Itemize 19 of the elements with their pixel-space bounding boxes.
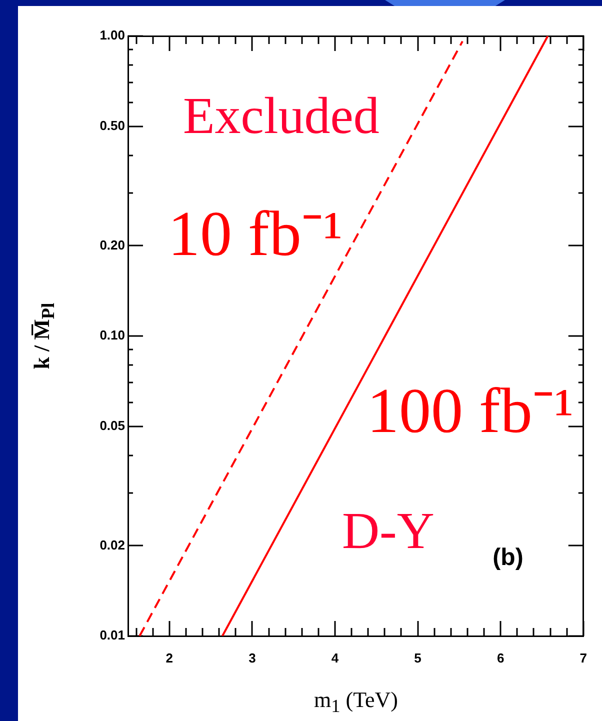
y-tick-label: 0.50	[100, 118, 125, 133]
y-tick-label: 0.10	[100, 328, 125, 343]
x-axis-title: m$_{1}$ (TeV)	[314, 686, 398, 718]
y-tick-label: 0.02	[100, 537, 125, 552]
x-tick-label: 3	[248, 650, 256, 666]
x-tick-label: 5	[414, 650, 422, 666]
y-tick-label: 0.05	[100, 418, 125, 433]
y-tick-label: 0.01	[100, 628, 125, 643]
x-tick-label: 6	[496, 650, 504, 666]
x-tick-label: 7	[580, 650, 587, 666]
annotation: Excluded	[183, 88, 380, 145]
series-label: 10 fb⁻¹	[168, 198, 342, 269]
series-label: 100 fb⁻¹	[367, 375, 574, 446]
x-tick-label: 4	[331, 650, 340, 666]
y-tick-label: 0.20	[100, 237, 125, 252]
x-tick-label: 2	[166, 650, 174, 666]
annotation: D-Y	[342, 503, 434, 560]
y-tick-label: 1.00	[100, 28, 125, 43]
annotation: (b)	[492, 544, 524, 571]
